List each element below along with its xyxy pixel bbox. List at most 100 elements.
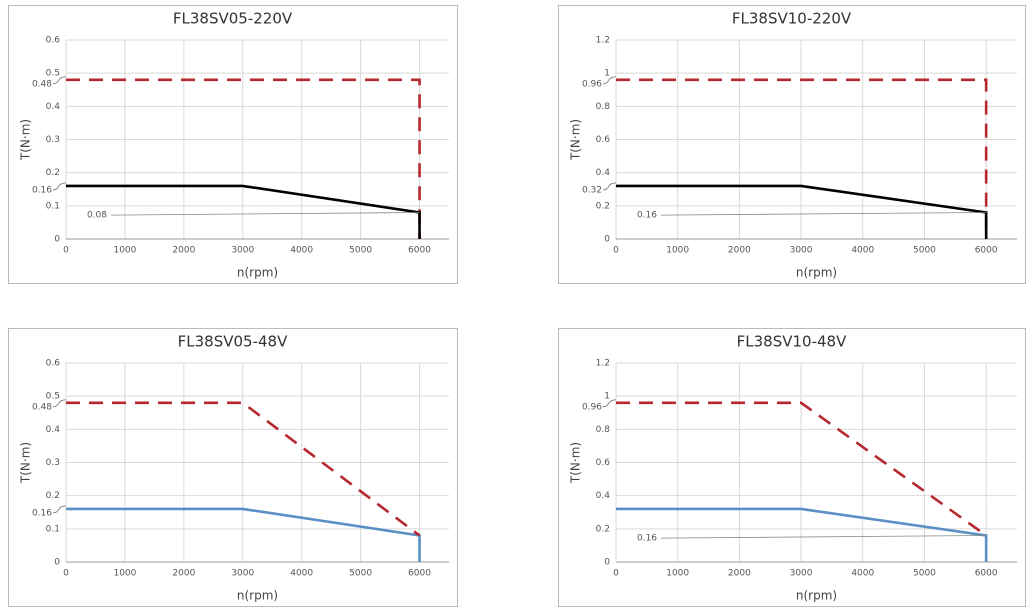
y-tick-label: 0 (54, 235, 60, 245)
series-line (616, 184, 988, 239)
level-label: 0.96 (582, 402, 602, 412)
y-tick-label: 0.3 (46, 135, 60, 145)
callout-label: 0.08 (87, 211, 107, 221)
chart: FL38SV10-48V n(rpm) T(N·m) 0 0.2 0.4 0.6 0.8 1 1.… (558, 328, 1026, 607)
level-marker (602, 399, 617, 408)
x-tick-label: 4000 (851, 569, 874, 579)
chart-frame (558, 5, 1026, 284)
level-marker (52, 399, 67, 408)
x-axis-label: n(rpm) (237, 266, 278, 280)
chart: FL38SV05-48V n(rpm) T(N·m) 0 0.1 0.2 0.3 0.4 0.5… (8, 328, 458, 607)
y-tick-label: 0.8 (596, 102, 611, 112)
y-tick-label: 0.3 (46, 458, 60, 468)
x-tick-label: 5000 (913, 246, 936, 256)
callout-leader (660, 535, 987, 539)
y-tick-label: 0.6 (46, 36, 61, 46)
y-tick-label: 0 (604, 558, 610, 568)
x-tick-label: 6000 (975, 569, 998, 579)
callout-leader (110, 212, 420, 216)
level-marker (602, 76, 617, 85)
level-marker (52, 182, 67, 191)
x-tick-label: 0 (613, 569, 619, 579)
callout-label: 0.16 (637, 211, 657, 221)
x-tick-label: 5000 (349, 569, 372, 579)
y-tick-label: 0.2 (46, 491, 60, 501)
x-tick-label: 0 (63, 569, 69, 579)
chart-title: FL38SV05-48V (178, 333, 288, 351)
x-tick-label: 2000 (728, 569, 751, 579)
series-line (616, 401, 987, 537)
y-tick-label: 0.2 (596, 524, 610, 534)
chart-title: FL38SV05-220V (173, 10, 293, 28)
x-tick-label: 6000 (975, 246, 998, 256)
chart: FL38SV05-220V n(rpm) T(N·m) 0 0.1 0.2 0.3 0.4 0.… (8, 5, 458, 284)
y-tick-label: 0.5 (46, 392, 60, 402)
y-tick-label: 0.5 (46, 69, 60, 79)
y-tick-label: 1.2 (596, 359, 610, 369)
callout-leader (660, 212, 987, 216)
level-label: 0.48 (32, 79, 52, 89)
y-tick-label: 0.4 (596, 168, 611, 178)
chart-frame (558, 328, 1026, 607)
level-marker (602, 182, 617, 191)
x-tick-label: 3000 (790, 246, 813, 256)
y-axis-label: T(N·m) (19, 442, 33, 484)
series-line (616, 507, 988, 562)
x-tick-label: 3000 (790, 569, 813, 579)
y-tick-label: 0.6 (596, 135, 611, 145)
y-tick-label: 0.6 (596, 458, 611, 468)
level-label: 0.16 (32, 185, 52, 195)
chart-title: FL38SV10-48V (737, 333, 847, 351)
level-label: 0.16 (32, 508, 52, 518)
x-tick-label: 5000 (913, 569, 936, 579)
x-tick-label: 1000 (113, 569, 136, 579)
y-tick-label: 0.6 (46, 359, 61, 369)
x-tick-label: 6000 (408, 246, 431, 256)
series-line (66, 184, 421, 239)
y-tick-label: 0.4 (46, 102, 61, 112)
y-tick-label: 0.1 (46, 201, 60, 211)
x-tick-label: 4000 (290, 246, 313, 256)
y-tick-label: 0 (54, 558, 60, 568)
level-marker (52, 505, 67, 514)
x-tick-label: 4000 (290, 569, 313, 579)
level-label: 0.96 (582, 79, 602, 89)
y-tick-label: 0.4 (596, 491, 611, 501)
x-tick-label: 4000 (851, 246, 874, 256)
y-tick-label: 0.2 (46, 168, 60, 178)
y-tick-label: 1 (604, 69, 610, 79)
x-axis-label: n(rpm) (796, 589, 837, 603)
level-marker (52, 76, 67, 85)
y-axis-label: T(N·m) (569, 442, 583, 484)
x-tick-label: 0 (613, 246, 619, 256)
y-tick-label: 0 (604, 235, 610, 245)
chart: FL38SV10-220V n(rpm) T(N·m) 0 0.2 0.4 0.6 0.8 1 1… (558, 5, 1026, 284)
level-label: 0.48 (32, 402, 52, 412)
chart-title: FL38SV10-220V (732, 10, 852, 28)
x-tick-label: 3000 (231, 246, 254, 256)
series-line (66, 507, 421, 562)
y-axis-label: T(N·m) (569, 119, 583, 161)
x-tick-label: 1000 (666, 569, 689, 579)
chart-frame (8, 328, 458, 607)
x-tick-label: 1000 (113, 246, 136, 256)
y-tick-label: 1 (604, 392, 610, 402)
y-tick-label: 0.2 (596, 201, 610, 211)
series-line (66, 401, 421, 537)
series-line (616, 78, 988, 239)
y-tick-label: 0.1 (46, 524, 60, 534)
x-tick-label: 2000 (172, 569, 195, 579)
y-axis-label: T(N·m) (19, 119, 33, 161)
x-axis-label: n(rpm) (796, 266, 837, 280)
x-tick-label: 2000 (172, 246, 195, 256)
x-tick-label: 2000 (728, 246, 751, 256)
y-tick-label: 0.8 (596, 425, 611, 435)
x-tick-label: 3000 (231, 569, 254, 579)
y-tick-label: 0.4 (46, 425, 61, 435)
x-tick-label: 5000 (349, 246, 372, 256)
chart-frame (8, 5, 458, 284)
x-axis-label: n(rpm) (237, 589, 278, 603)
y-tick-label: 1.2 (596, 36, 610, 46)
x-tick-label: 0 (63, 246, 69, 256)
